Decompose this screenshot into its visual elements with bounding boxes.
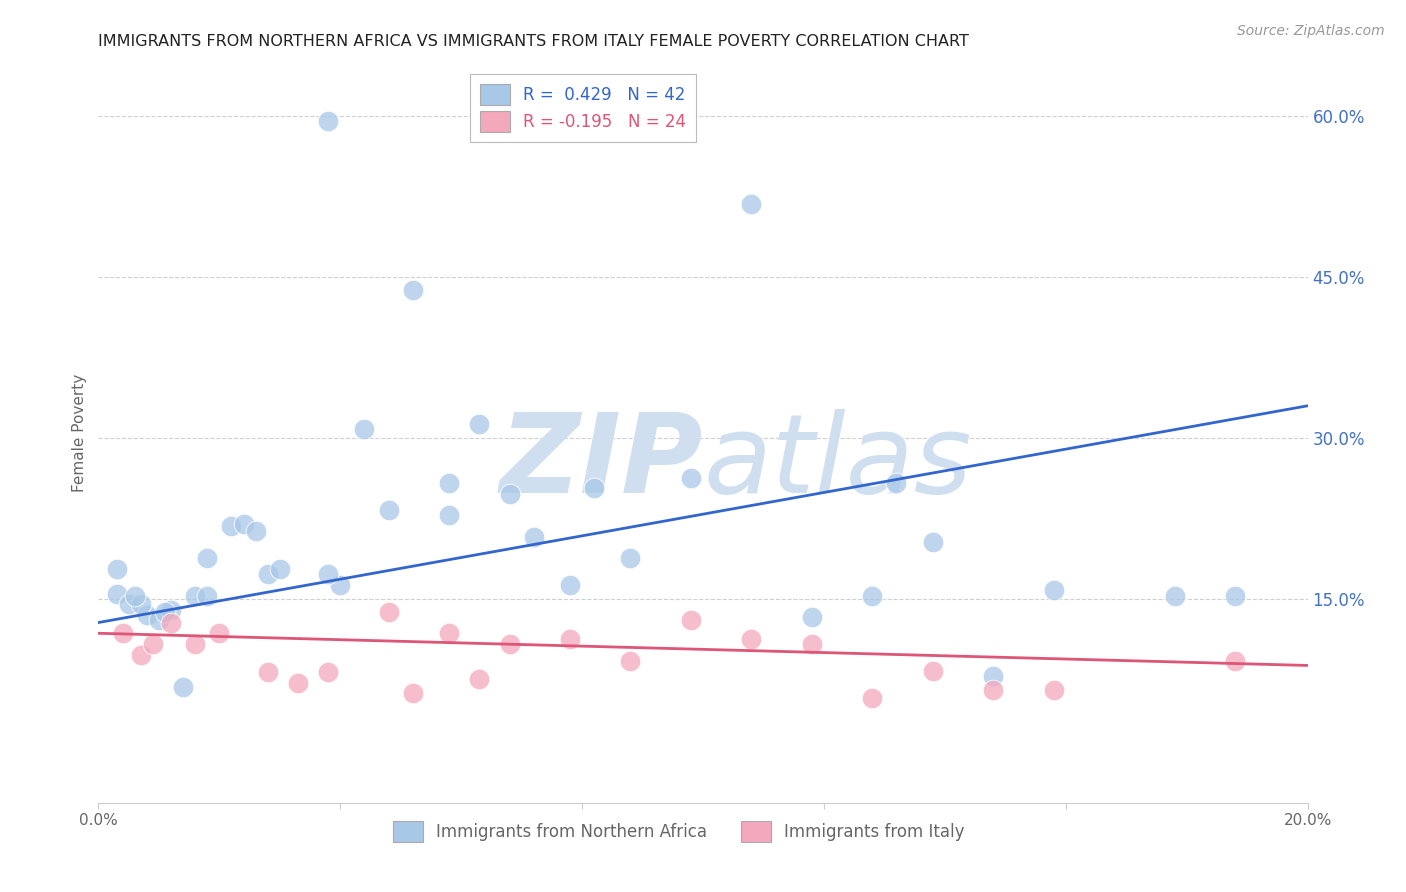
Point [740,632,762,646]
Point [353,422,375,436]
Point [981,669,1004,683]
Point [679,614,702,628]
Point [377,503,399,517]
Point [105,586,128,600]
Point [468,417,491,431]
Point [135,607,157,622]
Point [860,589,883,603]
Y-axis label: Female Poverty: Female Poverty [72,374,87,491]
Point [195,589,218,603]
Point [329,578,352,592]
Point [523,530,546,544]
Legend: Immigrants from Northern Africa, Immigrants from Italy: Immigrants from Northern Africa, Immigra… [385,813,973,850]
Point [800,637,823,651]
Point [1042,583,1064,598]
Text: atlas: atlas [703,409,972,516]
Point [1163,589,1185,603]
Point [498,637,520,651]
Point [105,562,128,576]
Point [316,665,339,679]
Point [619,654,641,668]
Point [437,626,460,640]
Point [195,551,218,566]
Point [402,686,425,700]
Point [437,476,460,491]
Point [129,648,152,662]
Point [160,602,183,616]
Point [142,637,165,651]
Point [558,578,581,592]
Point [124,589,146,603]
Point [498,487,520,501]
Point [221,519,243,533]
Point [184,637,207,651]
Point [377,605,399,619]
Point [287,675,309,690]
Point [118,597,141,611]
Point [316,114,339,128]
Point [619,551,641,566]
Point [437,508,460,523]
Point [1042,683,1064,698]
Point [402,283,425,297]
Point [160,615,183,630]
Point [153,605,176,619]
Point [256,665,278,679]
Point [558,632,581,646]
Point [172,680,194,694]
Point [468,673,491,687]
Point [184,589,207,603]
Point [921,535,943,549]
Point [208,626,231,640]
Point [740,197,762,211]
Text: Source: ZipAtlas.com: Source: ZipAtlas.com [1237,24,1385,38]
Point [921,664,943,678]
Point [111,626,134,640]
Point [886,476,908,491]
Point [583,482,606,496]
Text: ZIP: ZIP [499,409,703,516]
Point [679,471,702,485]
Point [232,516,254,531]
Text: IMMIGRANTS FROM NORTHERN AFRICA VS IMMIGRANTS FROM ITALY FEMALE POVERTY CORRELAT: IMMIGRANTS FROM NORTHERN AFRICA VS IMMIG… [98,34,969,49]
Point [1223,589,1246,603]
Point [316,567,339,582]
Point [148,614,170,628]
Point [1223,654,1246,668]
Point [269,562,291,576]
Point [245,524,267,539]
Point [981,683,1004,698]
Point [800,610,823,624]
Point [129,597,152,611]
Point [860,690,883,705]
Point [256,567,278,582]
